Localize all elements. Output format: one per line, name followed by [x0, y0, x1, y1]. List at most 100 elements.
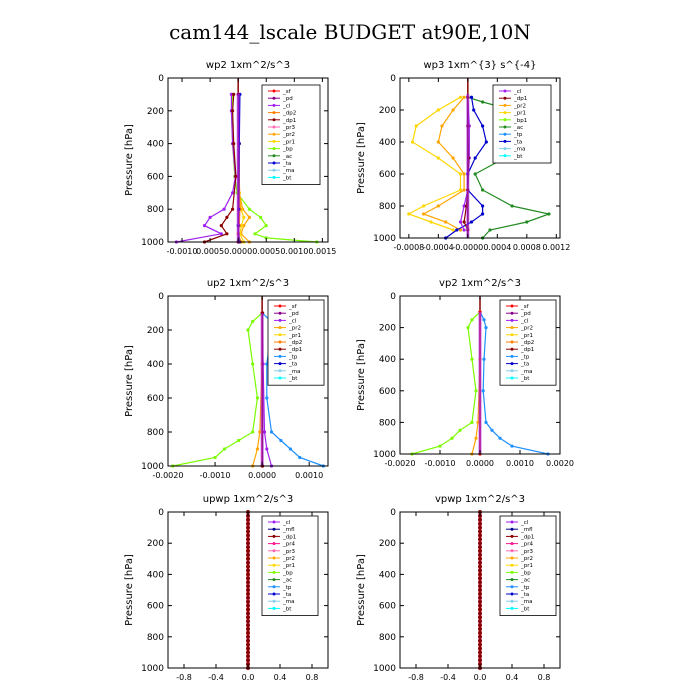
page-title: cam144_lscale BUDGET at90E,10N [169, 20, 531, 44]
plot-frame [167, 77, 329, 243]
data-point-dp1 [246, 564, 250, 569]
legend-label: _tp [288, 354, 298, 360]
data-point-dp1 [246, 560, 250, 565]
legend-label: _pr1 [520, 333, 533, 339]
data-point-dp1 [246, 599, 250, 604]
legend-marker [278, 304, 282, 308]
data-point-dp1 [246, 634, 250, 639]
data-point-tp [484, 420, 488, 424]
legend-label: _dp2 [288, 340, 302, 346]
data-point-dp1 [246, 580, 250, 585]
data-point-ac [473, 172, 477, 176]
legend-marker [510, 585, 514, 589]
y-tick-label: 0 [158, 508, 164, 518]
data-point-pr2 [458, 228, 463, 232]
series-line-tp [479, 311, 549, 455]
data-point-dp1 [246, 545, 250, 550]
legend-box [267, 299, 325, 386]
x-tick-label: -0.4 [440, 673, 456, 682]
legend-label: _ta [282, 161, 291, 167]
legend-label: _bt [520, 376, 530, 382]
data-point-dp1 [231, 207, 235, 211]
legend-label: _tp [513, 132, 523, 138]
legend-box [261, 84, 321, 185]
legend-marker [510, 542, 514, 546]
legend-marker [510, 570, 514, 574]
legend-label: _bt [288, 376, 298, 382]
legend-marker [503, 111, 507, 115]
legend-marker [278, 354, 282, 358]
x-tick-label: -0.0020 [385, 459, 416, 468]
legend-label: _ta [520, 592, 529, 598]
data-point-dp1 [478, 560, 482, 565]
data-point-cl [262, 430, 267, 434]
data-point-ta [473, 156, 477, 160]
data-point-ac [525, 220, 529, 224]
legend-marker [503, 132, 507, 136]
data-point-dp1 [478, 599, 482, 604]
data-point-ac [481, 100, 485, 104]
x-tick-label: 0.8 [538, 673, 551, 682]
data-point-ta [472, 108, 476, 112]
legend-label: _dp1 [288, 347, 302, 353]
legend-marker [278, 376, 282, 380]
legend-marker [272, 147, 276, 151]
data-point-dp1 [246, 568, 250, 573]
data-point-dp1 [478, 615, 482, 620]
data-point-dp1 [478, 638, 482, 643]
legend-marker [272, 96, 276, 100]
legend-marker [510, 520, 514, 524]
data-point-dp1 [478, 603, 482, 608]
y-tick-label: 0 [158, 74, 164, 84]
legend-marker [272, 570, 276, 574]
data-point-cl [231, 191, 235, 195]
legend-label: _ma [520, 369, 532, 375]
data-point-dp1 [231, 109, 235, 113]
legend-label: _bp [282, 147, 293, 153]
legend-label: _ac [282, 578, 292, 584]
legend-label: _dp1 [282, 118, 296, 124]
data-point-dp1 [246, 541, 250, 546]
legend-label: _pr1 [282, 139, 295, 145]
data-point-dp1 [246, 552, 250, 557]
data-point-dp1 [478, 607, 482, 612]
data-point-pr2 [462, 188, 466, 192]
legend-marker [510, 376, 514, 380]
legend-marker [272, 118, 276, 122]
chart-title: vp2 1xm^2/s^3 [439, 278, 521, 289]
y-tick-label: 0 [390, 508, 396, 518]
legend-label: _dp1 [513, 96, 527, 102]
data-point-dp1 [246, 650, 250, 655]
x-tick-label: 0.0010 [506, 459, 534, 468]
chart-wp2: wp2 1xm^2/s^3 Pressure [hPa] 0 200 400 600 800… [124, 60, 336, 256]
plot-frame [399, 77, 561, 239]
data-point-ta [469, 95, 474, 99]
legend-label: _pr1 [288, 333, 301, 339]
y-tick-label: 200 [379, 539, 396, 549]
y-tick-label: 200 [147, 107, 164, 117]
series-line-bp [172, 312, 263, 467]
legend-marker [503, 139, 507, 143]
x-tick-label: 0.0004 [483, 243, 511, 252]
legend-label: _cl [520, 318, 529, 324]
data-point-cl [229, 92, 233, 96]
legend-marker [510, 311, 514, 315]
data-point-bp [458, 428, 462, 432]
legend-marker [510, 347, 514, 351]
legend-label: _pr1 [282, 563, 295, 569]
data-point-dp1 [246, 611, 250, 616]
legend-marker [272, 585, 276, 589]
legend-label: _dp1 [520, 347, 534, 353]
chart-title: vpwp 1xm^2/s^3 [435, 494, 525, 505]
data-point-tp [482, 357, 486, 361]
chart-upwp: upwp 1xm^2/s^3 Pressure [hPa] 0 200 400 600 80… [124, 494, 329, 682]
x-tick-label: -0.8 [408, 673, 424, 682]
series-line-cl [176, 94, 237, 243]
y-tick-label: 400 [379, 355, 396, 365]
data-point-dp1 [478, 576, 482, 581]
legend-label: _ma [288, 369, 300, 375]
data-point-bp [264, 224, 268, 228]
x-tick-label: 0.4 [274, 673, 287, 682]
y-tick-label: 800 [147, 205, 164, 215]
